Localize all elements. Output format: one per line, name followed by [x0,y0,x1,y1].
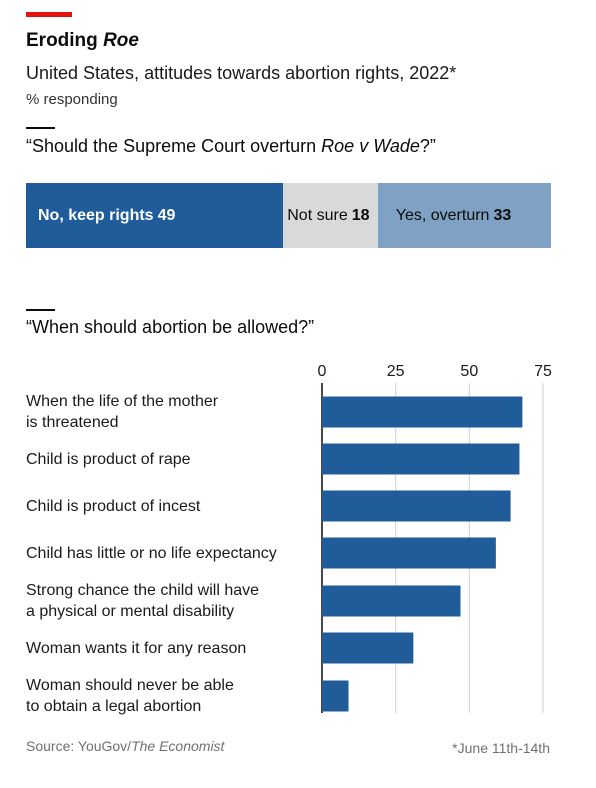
chart-subtitle: United States, attitudes towards abortio… [26,63,457,83]
footnote: *June 11th-14th [452,740,550,756]
question1-rule [26,127,55,129]
bar [322,632,414,664]
source-note: Source: YouGov/The Economist [26,738,224,754]
overturn-stacked-bar: No, keep rights 49 Not sure 18 Yes, overturn… [26,183,551,248]
bar [322,443,520,475]
question1-title: “Should the Supreme Court overturn Roe v… [26,136,436,157]
category-label: Child has little or no life expectancy [26,544,277,562]
title-italic: Roe [103,30,139,51]
x-tick-label: 75 [534,363,552,380]
source-italic: The Economist [131,738,225,754]
question1-prefix: “Should the Supreme Court overturn [26,136,317,156]
question1-italic: Roe v Wade [321,136,420,156]
segment-2: Yes, overturn 33 [377,183,551,248]
bar [322,537,496,569]
bar [322,680,349,712]
brand-red-rule [26,12,72,17]
segment-value: 49 [157,206,176,224]
segment-0: No, keep rights 49 [26,183,284,248]
bar [322,585,461,617]
bar [322,396,523,428]
category-label: When the life of the mother is threatened [26,393,219,431]
segment-label: Yes, overturn [395,206,490,224]
x-tick-label: 50 [460,363,478,380]
chart-title: Eroding Roe [26,30,139,52]
category-label: Woman wants it for any reason [26,639,247,657]
unit-label: % responding [26,91,118,108]
category-label: Child is product of rape [26,450,191,468]
question2-title: “When should abortion be allowed?” [26,317,315,337]
title-main: Eroding [26,30,98,51]
question1-suffix: ?” [419,136,436,156]
bar [322,490,511,522]
segment-1: Not sure 18 [283,183,378,248]
segment-label: Not sure [287,206,348,224]
x-tick-label: 0 [318,363,327,380]
category-label: Child is product of incest [26,497,201,515]
question2-rule [26,309,55,311]
source-prefix: Source: YouGov/ [26,738,132,754]
x-tick-label: 25 [387,363,405,380]
category-label: Strong chance the child will have a physi… [26,582,260,620]
segment-value: 33 [493,206,512,224]
segment-value: 18 [351,206,370,224]
segment-label: No, keep rights [38,206,154,224]
category-label: Woman should never be able to obtain a le… [26,677,234,715]
